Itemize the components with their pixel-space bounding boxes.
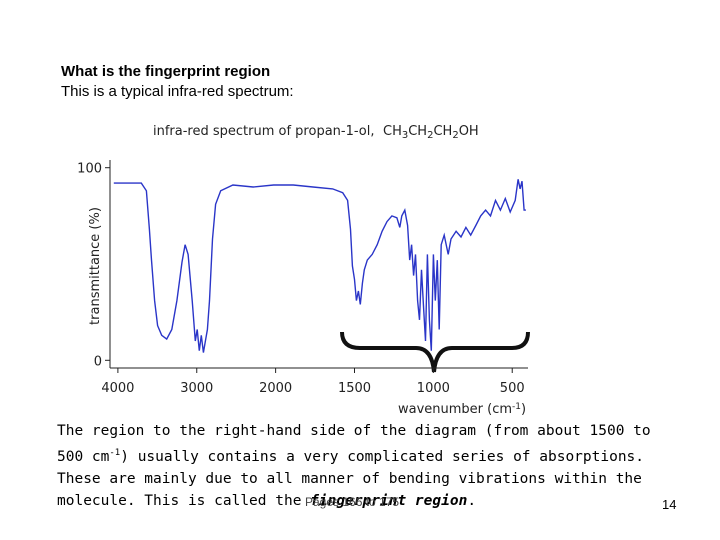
x-tick-label: 1000 (417, 381, 450, 396)
spectrum-line (113, 179, 526, 353)
x-axis-label: wavenumber (cm-1) (398, 402, 526, 417)
footer-source: Pages 166 to 175 (305, 495, 400, 509)
chart-formula: CH3CH2CH2OH (383, 124, 479, 141)
chart-title: infra-red spectrum of propan-1-ol, (153, 124, 375, 139)
body-part: . (467, 492, 477, 509)
body-part: -1 (109, 448, 121, 458)
heading-subtitle: This is a typical infra-red spectrum: (61, 83, 294, 100)
y-tick-label: 100 (77, 162, 102, 177)
x-tick-label: 4000 (101, 381, 134, 396)
x-tick-label: 2000 (259, 381, 292, 396)
heading-title: What is the fingerprint region (61, 63, 271, 80)
heading: What is the fingerprint region This is a… (61, 62, 294, 102)
page-number: 14 (662, 497, 677, 512)
y-tick-label: 0 (94, 354, 102, 369)
x-tick-label: 3000 (180, 381, 213, 396)
body-part: fingerprint region (310, 492, 468, 509)
x-tick-label: 500 (500, 381, 525, 396)
x-tick-label: 1500 (338, 381, 371, 396)
body-part: ) usually contains a very complicated se… (57, 448, 645, 509)
body-part: The region to the right-hand side of the… (57, 423, 651, 465)
bracket (340, 331, 530, 373)
y-axis-label: transmittance (%) (88, 207, 103, 325)
body-text: The region to the right-hand side of the… (57, 420, 657, 512)
